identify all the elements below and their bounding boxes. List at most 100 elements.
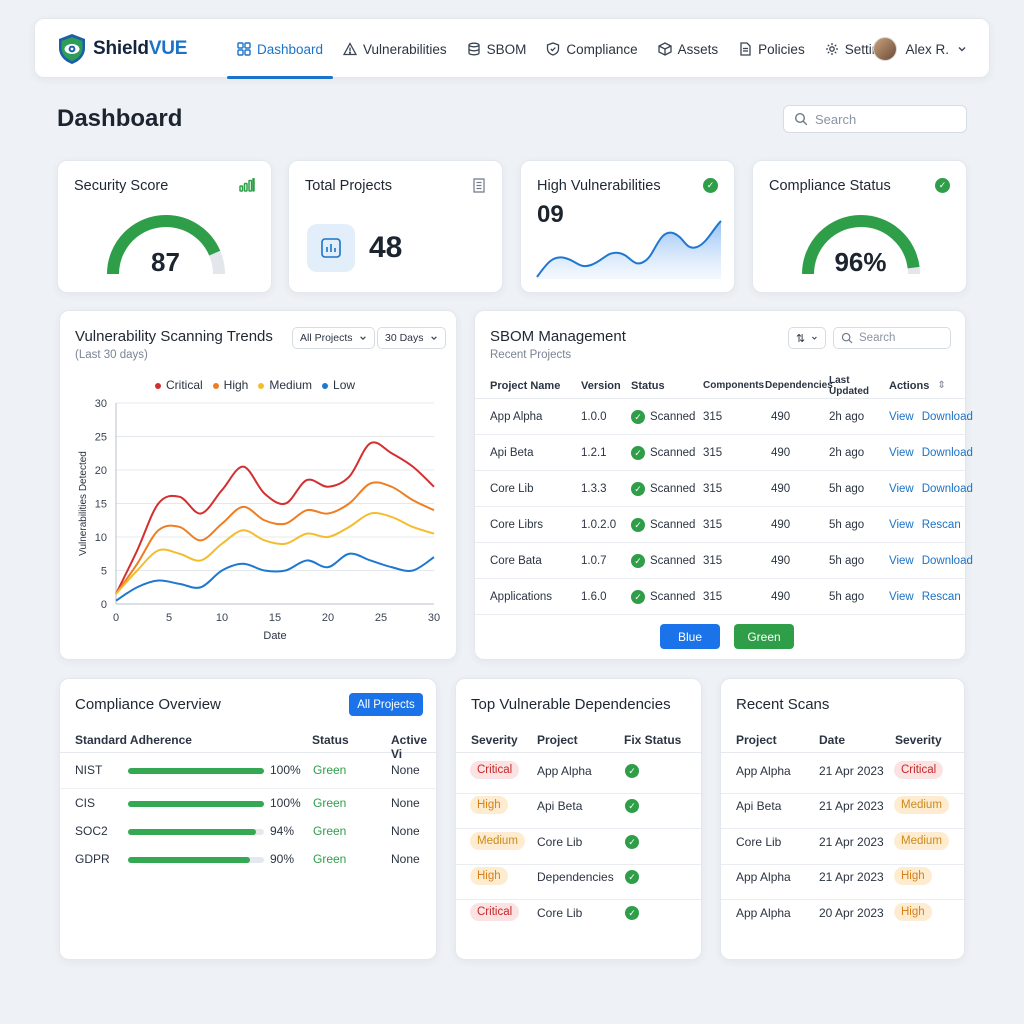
project-name: App Alpha (490, 410, 543, 423)
col-actions[interactable]: Actions ⇕ (889, 379, 946, 392)
brand-logo[interactable]: ShieldVUE (57, 33, 187, 65)
sbom-search-input[interactable]: Search (859, 332, 896, 344)
page-title: Dashboard (57, 105, 183, 132)
nav-compliance[interactable]: Compliance (536, 19, 647, 79)
projects-filter-value: All Projects (300, 332, 353, 344)
nav-policies[interactable]: Policies (728, 19, 815, 79)
check-circle-icon: ✓ (631, 445, 645, 460)
y-tick-label: 0 (101, 599, 107, 611)
high-vulnerabilities-title: High Vulnerabilities (537, 178, 661, 194)
nav-sbom[interactable]: SBOM (457, 19, 537, 79)
all-projects-button[interactable]: All Projects (349, 693, 423, 716)
secondary-action-link[interactable]: Download (921, 554, 973, 567)
secondary-action-link[interactable]: Download (921, 446, 973, 459)
top-deps-title: Top Vulnerable Dependencies (471, 696, 671, 713)
x-tick-label: 10 (216, 612, 228, 624)
severity-badge: High (470, 796, 508, 814)
legend-item[interactable]: Medium (258, 378, 312, 392)
view-link[interactable]: View (889, 518, 914, 531)
nav-assets[interactable]: Assets (648, 19, 729, 79)
project-name: Applications (490, 590, 553, 603)
projects-filter-dropdown[interactable]: All Projects (292, 327, 375, 349)
nav-dashboard[interactable]: Dashboard (227, 19, 334, 79)
nav-vulnerabilities[interactable]: Vulnerabilities (333, 19, 457, 79)
table-row: Api Beta 1.2.1 ✓ Scanned 315 490 2h ago View Dow… (475, 435, 973, 471)
table-row: Core Lib 1.3.3 ✓ Scanned 315 490 5h ago View Dow… (475, 471, 973, 507)
secondary-action-link[interactable]: Rescan (921, 590, 961, 603)
sort-dropdown[interactable]: ⇅ (788, 327, 826, 349)
legend-dot (258, 382, 265, 389)
series-line-high (115, 481, 435, 595)
project-name: Core Lib (537, 906, 583, 920)
version: 1.0.2.0 (581, 518, 617, 531)
table-row: Critical Core Lib ✓ (456, 901, 701, 936)
view-link[interactable]: View (889, 554, 914, 567)
bar-signal-icon (239, 178, 255, 192)
status: ✓ Scanned (631, 517, 703, 532)
version: 1.0.7 (581, 554, 607, 567)
adherence-bar (128, 829, 264, 835)
y-tick-label: 5 (101, 566, 107, 578)
table-row: NIST 100% Green None (60, 761, 436, 781)
secondary-action-link[interactable]: Download (921, 482, 973, 495)
row-actions: View Rescan (889, 519, 967, 531)
view-link[interactable]: View (889, 410, 914, 423)
range-filter-value: 30 Days (385, 332, 424, 344)
legend-item[interactable]: Critical (155, 378, 203, 392)
chevron-down-icon (359, 336, 366, 341)
col-severity: Severity (895, 733, 942, 747)
top-vulnerable-dependencies-card: Top Vulnerable Dependencies Severity Pro… (455, 678, 702, 960)
table-row: Applications 1.6.0 ✓ Scanned 315 490 5h ago Vie… (475, 579, 967, 615)
green-button[interactable]: Green (734, 624, 794, 649)
y-tick-label: 25 (95, 432, 107, 444)
secondary-action-link[interactable]: Rescan (921, 518, 961, 531)
x-tick-label: 0 (113, 612, 119, 624)
table-row: Api Beta 21 Apr 2023 Medium (721, 794, 964, 829)
legend-item[interactable]: Low (322, 378, 355, 392)
project-name: Core Lib (736, 835, 782, 849)
col-project: Project (537, 733, 578, 747)
status: ✓ Scanned (631, 409, 703, 424)
x-tick-label: 25 (375, 612, 387, 624)
high-vulnerabilities-card: High Vulnerabilities ✓ 09 (520, 160, 735, 293)
chart-legend: Critical High Medium Low (155, 378, 355, 392)
secondary-action-link[interactable]: Download (921, 410, 973, 423)
col-version: Version (581, 379, 621, 392)
series-line-low (115, 552, 435, 602)
table-row: High Api Beta ✓ (456, 794, 701, 829)
standard-name: GDPR (75, 852, 110, 866)
range-filter-dropdown[interactable]: 30 Days (377, 327, 446, 349)
legend-item[interactable]: High (212, 378, 248, 392)
sbom-subtitle: Recent Projects (490, 349, 572, 361)
view-link[interactable]: View (889, 482, 914, 495)
last-updated: 2h ago (829, 410, 865, 423)
user-menu[interactable]: Alex R. (873, 37, 967, 61)
user-name: Alex R. (905, 41, 949, 57)
x-tick-label: 30 (428, 612, 440, 624)
sbom-table: Project Name Version Status Components D… (475, 373, 973, 615)
view-link[interactable]: View (889, 590, 914, 603)
view-link[interactable]: View (889, 446, 914, 459)
active-violations: None (391, 824, 420, 838)
status: ✓ Scanned (631, 445, 703, 460)
avatar (873, 37, 898, 61)
table-row: App Alpha 21 Apr 2023 High (721, 865, 964, 900)
status-value: Green (313, 824, 347, 838)
security-score-gauge (107, 215, 225, 275)
nav-assets-label: Assets (677, 41, 719, 57)
search-input[interactable]: Search (815, 111, 857, 127)
nav-vulnerabilities-label: Vulnerabilities (363, 41, 447, 57)
dependencies-count: 490 (771, 518, 791, 531)
sbom-search-box[interactable]: Search (833, 327, 951, 349)
compliance-status-card: Compliance Status ✓ 96% (752, 160, 967, 293)
scan-date: 21 Apr 2023 (819, 799, 884, 813)
severity-badge: Critical (470, 761, 520, 779)
blue-button[interactable]: Blue (660, 624, 720, 649)
table-row: SOC2 94% Green None (60, 822, 436, 842)
search-box[interactable]: Search (783, 105, 967, 133)
shield-logo-icon (59, 34, 85, 64)
active-violations: None (391, 796, 420, 810)
security-score-title: Security Score (74, 178, 169, 194)
grid-icon (237, 42, 251, 56)
check-circle-icon: ✓ (631, 517, 645, 532)
